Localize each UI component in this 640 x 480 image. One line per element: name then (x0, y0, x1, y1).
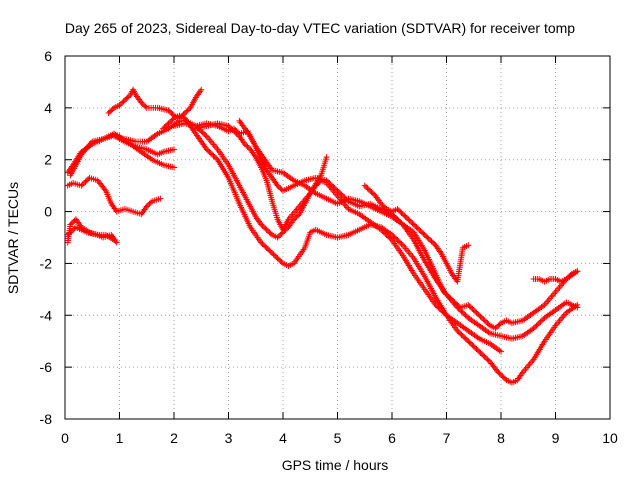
y-axis-label: SDTVAR / TECUs (5, 182, 21, 294)
y-tick-label: 0 (44, 204, 52, 220)
y-tick-label: 4 (44, 100, 52, 116)
x-tick-label: 4 (279, 430, 287, 446)
x-tick-label: 10 (602, 430, 618, 446)
chart-title: Day 265 of 2023, Sidereal Day-to-day VTE… (65, 20, 575, 36)
y-tick-label: -4 (40, 307, 53, 323)
x-tick-label: 8 (497, 430, 505, 446)
chart-background (0, 0, 640, 480)
y-tick-label: 2 (44, 152, 52, 168)
y-tick-label: -6 (40, 359, 53, 375)
y-tick-label: 6 (44, 48, 52, 64)
chart: 0 1 2 3 4 5 6 7 8 9 10 -8 -6 -4 -2 0 2 4 6 Day 265 of 2023… (0, 0, 640, 480)
y-tick-label: -2 (40, 255, 53, 271)
x-tick-label: 2 (170, 430, 178, 446)
y-tick-label: -8 (40, 411, 53, 427)
x-tick-label: 9 (552, 430, 560, 446)
x-tick-label: 1 (116, 430, 124, 446)
x-tick-label: 6 (388, 430, 396, 446)
x-axis-label: GPS time / hours (282, 457, 389, 473)
x-tick-label: 5 (334, 430, 342, 446)
x-tick-label: 7 (443, 430, 451, 446)
x-tick-label: 3 (225, 430, 233, 446)
x-tick-label: 0 (61, 430, 69, 446)
